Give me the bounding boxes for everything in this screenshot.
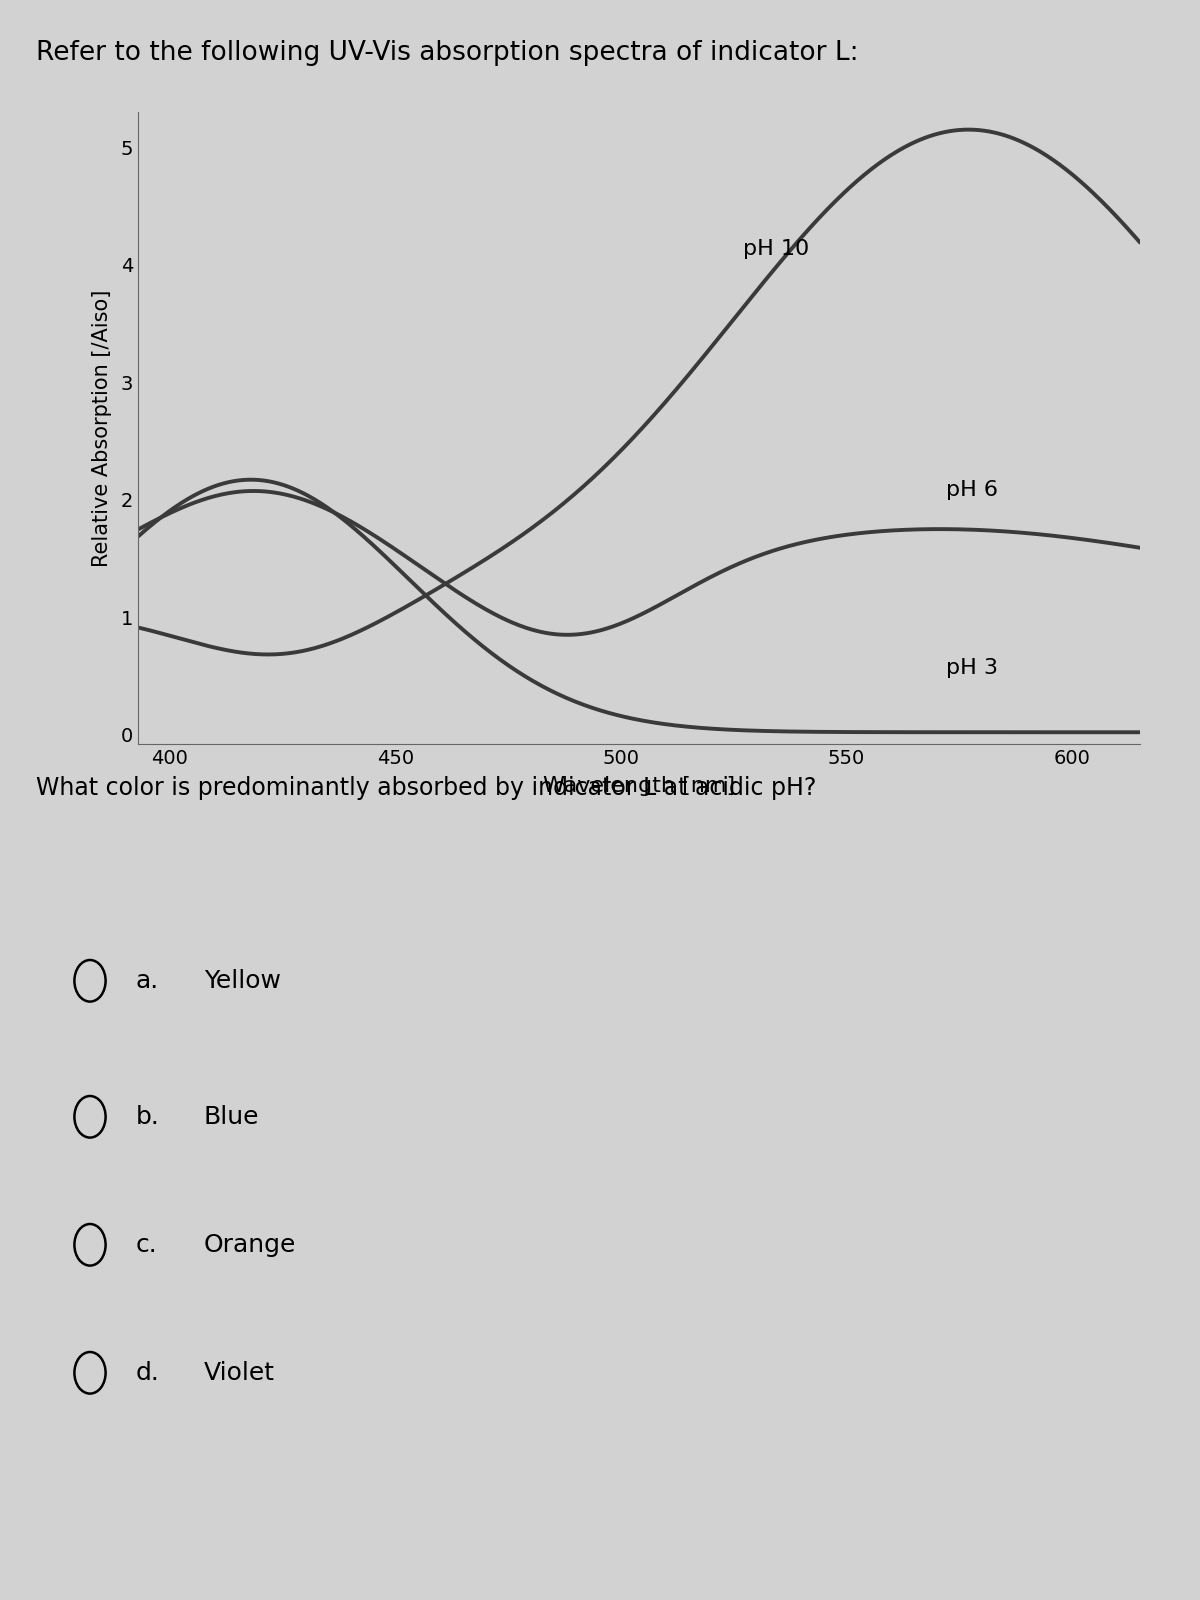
Text: Blue: Blue bbox=[204, 1104, 259, 1130]
Text: a.: a. bbox=[136, 968, 158, 992]
Text: d.: d. bbox=[136, 1360, 160, 1384]
Y-axis label: Relative Absorption [/Aiso]: Relative Absorption [/Aiso] bbox=[92, 290, 113, 566]
Text: Yellow: Yellow bbox=[204, 968, 281, 992]
Text: Violet: Violet bbox=[204, 1360, 275, 1384]
Text: b.: b. bbox=[136, 1104, 160, 1130]
Text: c.: c. bbox=[136, 1232, 157, 1258]
Text: pH 10: pH 10 bbox=[743, 238, 809, 259]
Text: Orange: Orange bbox=[204, 1232, 296, 1258]
Text: pH 3: pH 3 bbox=[946, 658, 998, 678]
Text: Refer to the following UV-Vis absorption spectra of indicator L:: Refer to the following UV-Vis absorption… bbox=[36, 40, 859, 66]
Text: pH 6: pH 6 bbox=[946, 480, 998, 499]
X-axis label: Wavelength [nm]: Wavelength [nm] bbox=[542, 776, 736, 797]
Text: What color is predominantly absorbed by indicator L at acidic pH?: What color is predominantly absorbed by … bbox=[36, 776, 816, 800]
